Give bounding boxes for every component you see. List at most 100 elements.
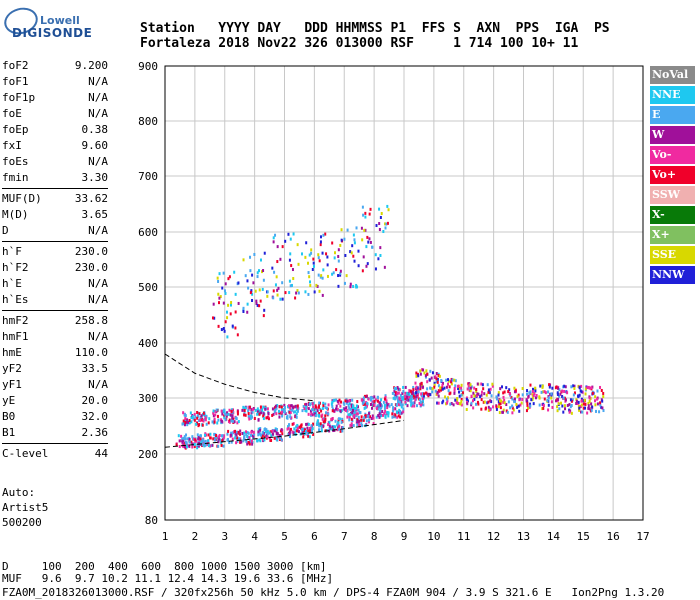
echo-point — [600, 388, 603, 392]
echo-point — [397, 391, 400, 395]
echo-point — [267, 417, 270, 421]
x-tick-label: 12 — [487, 530, 500, 543]
echo-point — [414, 387, 417, 391]
echo-point — [384, 222, 387, 226]
legend-item-nnw: NNW — [650, 266, 695, 284]
echo-point — [396, 415, 399, 419]
echo-point — [327, 412, 330, 416]
echo-point — [396, 386, 399, 390]
echo-point — [513, 386, 516, 390]
echo-point — [599, 385, 602, 389]
echo-point — [229, 303, 232, 307]
echo-point — [477, 402, 480, 406]
echo-point — [261, 408, 264, 412]
echo-point — [243, 436, 246, 440]
echo-point — [294, 296, 297, 300]
echo-point — [339, 269, 342, 273]
echo-point — [460, 403, 463, 407]
axis-ticks: 1 2 3 4 5 6 7 8 9 10 11 12 13 14 15 16 17802003004005006… — [138, 60, 650, 543]
echo-point — [191, 442, 194, 446]
param-value: N/A — [88, 155, 108, 168]
echo-point — [433, 383, 436, 387]
echo-point — [379, 215, 382, 219]
echo-point — [310, 251, 313, 255]
echo-point — [310, 412, 313, 416]
echo-point — [341, 417, 344, 421]
echo-point — [312, 257, 315, 261]
echo-point — [307, 434, 310, 438]
polarization-legend: NoVal NNE E W Vo- Vo+ SSW X- X+ SSE NNW — [650, 66, 695, 286]
echo-point — [314, 414, 317, 418]
echo-point — [353, 413, 356, 417]
echo-point — [339, 417, 342, 421]
echo-point — [332, 271, 335, 275]
echo-point — [279, 257, 282, 261]
echo-point — [338, 427, 341, 431]
echo-point — [251, 408, 254, 412]
echo-point — [350, 423, 353, 427]
param-name: fxI — [2, 139, 22, 152]
echo-point — [352, 406, 355, 410]
echo-point — [288, 435, 291, 439]
echo-point — [257, 269, 260, 273]
echo-point — [531, 398, 534, 402]
echo-point — [184, 417, 187, 421]
echo-point — [517, 404, 520, 408]
param-name: foF1p — [2, 91, 36, 104]
echo-point — [384, 394, 387, 398]
echo-point — [305, 241, 308, 245]
echo-point — [293, 427, 296, 431]
echo-point — [362, 400, 365, 404]
echo-point — [319, 275, 322, 279]
echo-point — [261, 270, 264, 274]
echo-point — [446, 382, 449, 386]
echo-point — [248, 415, 251, 419]
echo-point — [367, 420, 370, 424]
echo-point — [223, 414, 226, 418]
echo-point — [227, 412, 230, 416]
echo-point — [274, 233, 277, 237]
echo-point — [397, 410, 400, 414]
echo-point — [196, 416, 199, 420]
x-tick-label: 7 — [341, 530, 348, 543]
echo-point — [561, 389, 564, 393]
echo-point — [404, 400, 407, 404]
echo-point — [435, 377, 438, 381]
echo-point — [356, 422, 359, 426]
echo-point — [460, 389, 463, 393]
echo-point — [564, 385, 567, 389]
echo-point — [441, 383, 444, 387]
echo-point — [230, 431, 233, 435]
echo-point — [287, 425, 290, 429]
echo-point — [547, 396, 550, 400]
echo-point — [247, 436, 250, 440]
echo-point — [217, 324, 220, 328]
echo-point — [205, 433, 208, 437]
echo-point — [199, 437, 202, 441]
y-tick-label: 900 — [138, 60, 158, 73]
param-value: N/A — [88, 75, 108, 88]
echo-point — [564, 398, 567, 402]
echo-point — [383, 406, 386, 410]
echo-point — [385, 399, 388, 403]
echo-point — [224, 282, 227, 286]
echo-point — [527, 394, 530, 398]
echo-point — [184, 437, 187, 441]
param-row: B1 2.36 — [2, 425, 108, 441]
echo-point — [249, 269, 252, 273]
echo-point — [212, 302, 215, 306]
echo-point — [286, 414, 289, 418]
echo-point — [253, 417, 256, 421]
echo-point — [256, 412, 259, 416]
echo-point — [224, 412, 227, 416]
echo-point — [399, 393, 402, 397]
echo-point — [391, 391, 394, 395]
echo-point — [401, 396, 404, 400]
echo-point — [575, 401, 578, 405]
echo-point — [361, 269, 364, 273]
echo-point — [594, 403, 597, 407]
echo-point — [222, 444, 225, 448]
echo-point — [246, 434, 249, 438]
echo-point — [226, 411, 229, 415]
echo-point — [189, 411, 192, 415]
